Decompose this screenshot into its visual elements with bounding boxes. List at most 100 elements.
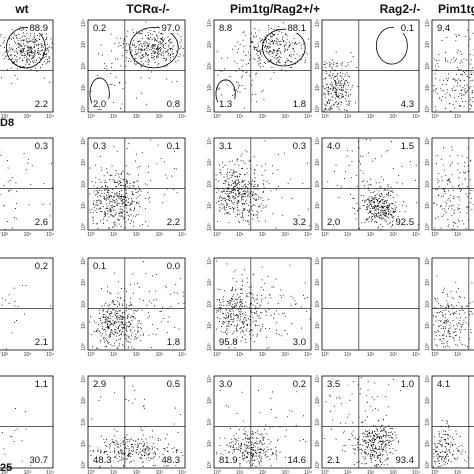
event-dot <box>242 51 244 53</box>
event-dot <box>113 196 115 198</box>
event-dot <box>21 60 23 62</box>
event-dot <box>112 189 113 190</box>
event-dot <box>445 205 447 207</box>
event-dot <box>105 317 106 319</box>
label-bg <box>28 141 49 151</box>
event-dot <box>113 345 115 347</box>
event-dot <box>228 212 229 214</box>
event-dot <box>109 195 111 197</box>
event-dot <box>455 60 456 61</box>
event-dot <box>117 332 119 334</box>
event-dot <box>17 40 19 42</box>
event-dot <box>451 296 453 298</box>
event-dot <box>109 322 111 323</box>
event-dot <box>242 212 243 214</box>
event-dot <box>114 43 116 45</box>
event-dot <box>233 186 234 188</box>
event-dot <box>103 197 105 199</box>
event-dot <box>228 321 230 323</box>
event-dot <box>119 331 121 333</box>
event-dot <box>131 320 133 321</box>
event-dot <box>14 322 15 323</box>
event-dot <box>236 281 238 283</box>
event-dot <box>20 49 21 51</box>
event-dot <box>393 216 395 218</box>
event-dot <box>250 320 252 322</box>
x-tick-label: 10³ <box>282 232 290 238</box>
event-dot <box>30 40 32 42</box>
event-dot <box>469 302 471 304</box>
event-dot <box>132 273 134 275</box>
event-dot <box>16 61 17 63</box>
event-dot <box>119 459 121 461</box>
event-dot <box>103 339 105 341</box>
event-dot <box>297 43 299 45</box>
event-dot <box>27 68 29 69</box>
event-dot <box>219 306 220 308</box>
label-bg <box>286 217 307 227</box>
event-dot <box>117 348 119 349</box>
event-dot <box>43 52 44 54</box>
event-dot <box>367 204 368 205</box>
event-dot <box>348 103 350 105</box>
event-dot <box>451 208 453 210</box>
event-dot <box>248 62 249 64</box>
event-dot <box>457 325 458 327</box>
event-dot <box>353 198 355 199</box>
event-dot <box>255 73 257 75</box>
event-dot <box>159 42 161 44</box>
event-dot <box>154 51 156 53</box>
event-dot <box>375 195 377 197</box>
event-dot <box>108 317 109 318</box>
event-dot <box>45 63 47 65</box>
event-dot <box>149 43 151 45</box>
event-dot <box>171 51 173 53</box>
event-dot <box>226 308 228 310</box>
event-dot <box>287 333 288 335</box>
event-dot <box>332 96 334 98</box>
event-dot <box>459 208 460 210</box>
event-dot <box>383 213 385 215</box>
event-dot <box>222 313 224 314</box>
y-tick-label: 10⁰ <box>315 343 321 351</box>
event-dot <box>6 221 8 222</box>
x-tick-label: 10⁴ <box>178 232 186 238</box>
event-dot <box>113 226 115 228</box>
event-dot <box>134 61 135 62</box>
event-dot <box>376 201 378 203</box>
event-dot <box>453 195 455 197</box>
event-dot <box>323 86 324 88</box>
event-dot <box>123 454 125 455</box>
event-dot <box>446 342 448 344</box>
event-dot <box>46 49 48 51</box>
event-dot <box>446 78 447 80</box>
event-dot <box>385 214 387 216</box>
event-dot <box>234 303 236 304</box>
event-dot <box>216 51 218 53</box>
event-dot <box>301 47 303 49</box>
event-dot <box>40 43 42 45</box>
event-dot <box>142 461 144 463</box>
event-dot <box>263 42 265 43</box>
event-dot <box>263 205 265 206</box>
event-dot <box>442 338 444 340</box>
event-dot <box>151 46 153 48</box>
event-dot <box>39 35 41 37</box>
event-dot <box>135 189 137 190</box>
event-dot <box>242 219 244 221</box>
event-dot <box>152 44 154 46</box>
event-dot <box>151 53 153 54</box>
event-dot <box>436 60 437 61</box>
event-dot <box>237 316 239 318</box>
event-dot <box>306 297 308 298</box>
event-dot <box>20 39 22 41</box>
event-dot <box>457 344 459 346</box>
event-dot <box>457 186 459 188</box>
event-dot <box>232 332 234 334</box>
event-dot <box>138 190 140 192</box>
event-dot <box>455 305 457 306</box>
event-dot <box>163 50 165 52</box>
event-dot <box>122 179 124 181</box>
event-dot <box>35 38 36 40</box>
event-dot <box>102 308 104 310</box>
